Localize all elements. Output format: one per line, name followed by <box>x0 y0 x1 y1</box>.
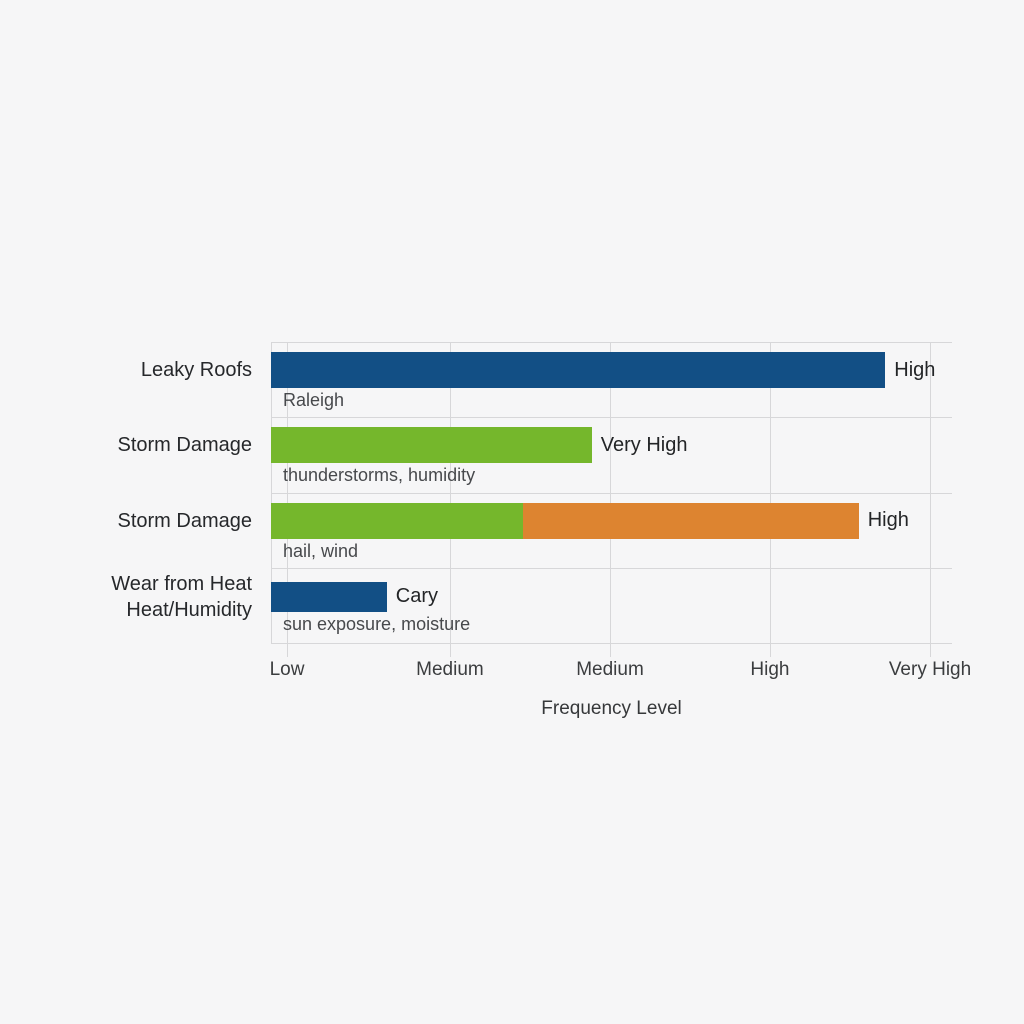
bar-value-label: High <box>867 509 909 531</box>
bar <box>271 502 952 539</box>
category-label: Leaky Roofs <box>140 359 252 381</box>
bar-sublabel: sun exposure, moisture <box>283 613 471 634</box>
x-tick-label: Medium <box>576 659 644 680</box>
category-label: Wear from Heat Heat/Humidity <box>111 572 252 621</box>
chart-row: Leaky Roofs High Raleigh <box>141 342 952 417</box>
category-label: Storm Damage <box>117 434 253 457</box>
chart-row: Storm Damage High hail, wind <box>118 493 952 568</box>
bar-value-label: Very High <box>600 433 688 456</box>
x-tick-label: High <box>750 659 790 680</box>
x-tick-label: Low <box>269 659 305 680</box>
bar-value-label: High <box>894 358 936 381</box>
bar-sublabel: Raleigh <box>283 390 345 410</box>
chart-row: Storm Damage Very High thunderstorms, hu… <box>118 417 952 492</box>
bar-sublabel: hail, wind <box>283 540 359 561</box>
bar-sublabel: thunderstorms, humidity <box>283 465 476 486</box>
category-label: Storm Damage <box>117 509 253 532</box>
x-tick-label: Medium <box>416 659 484 680</box>
bar-segment-blue <box>271 581 387 612</box>
bar-segment-orange <box>522 502 859 539</box>
bar <box>271 581 952 612</box>
bar <box>271 352 952 388</box>
bar-value-label: Cary <box>395 585 438 608</box>
bar-segment-green <box>271 502 523 539</box>
bar-rows: Leaky Roofs High Raleigh Storm Damage Ve… <box>111 342 952 643</box>
bar <box>271 427 952 464</box>
horizontal-gridline <box>271 643 952 644</box>
bar-segment-blue <box>271 352 886 388</box>
x-tick-label: Very High <box>888 659 972 680</box>
x-axis-ticks: Low Medium Medium High Very High <box>269 659 972 683</box>
plot-area: Leaky Roofs High Raleigh Storm Damage Ve… <box>111 342 952 657</box>
chart-row: Wear from Heat Heat/Humidity Cary sun ex… <box>111 568 952 643</box>
x-axis-title: Frequency Level <box>541 698 682 719</box>
bar-segment-green <box>271 427 592 464</box>
